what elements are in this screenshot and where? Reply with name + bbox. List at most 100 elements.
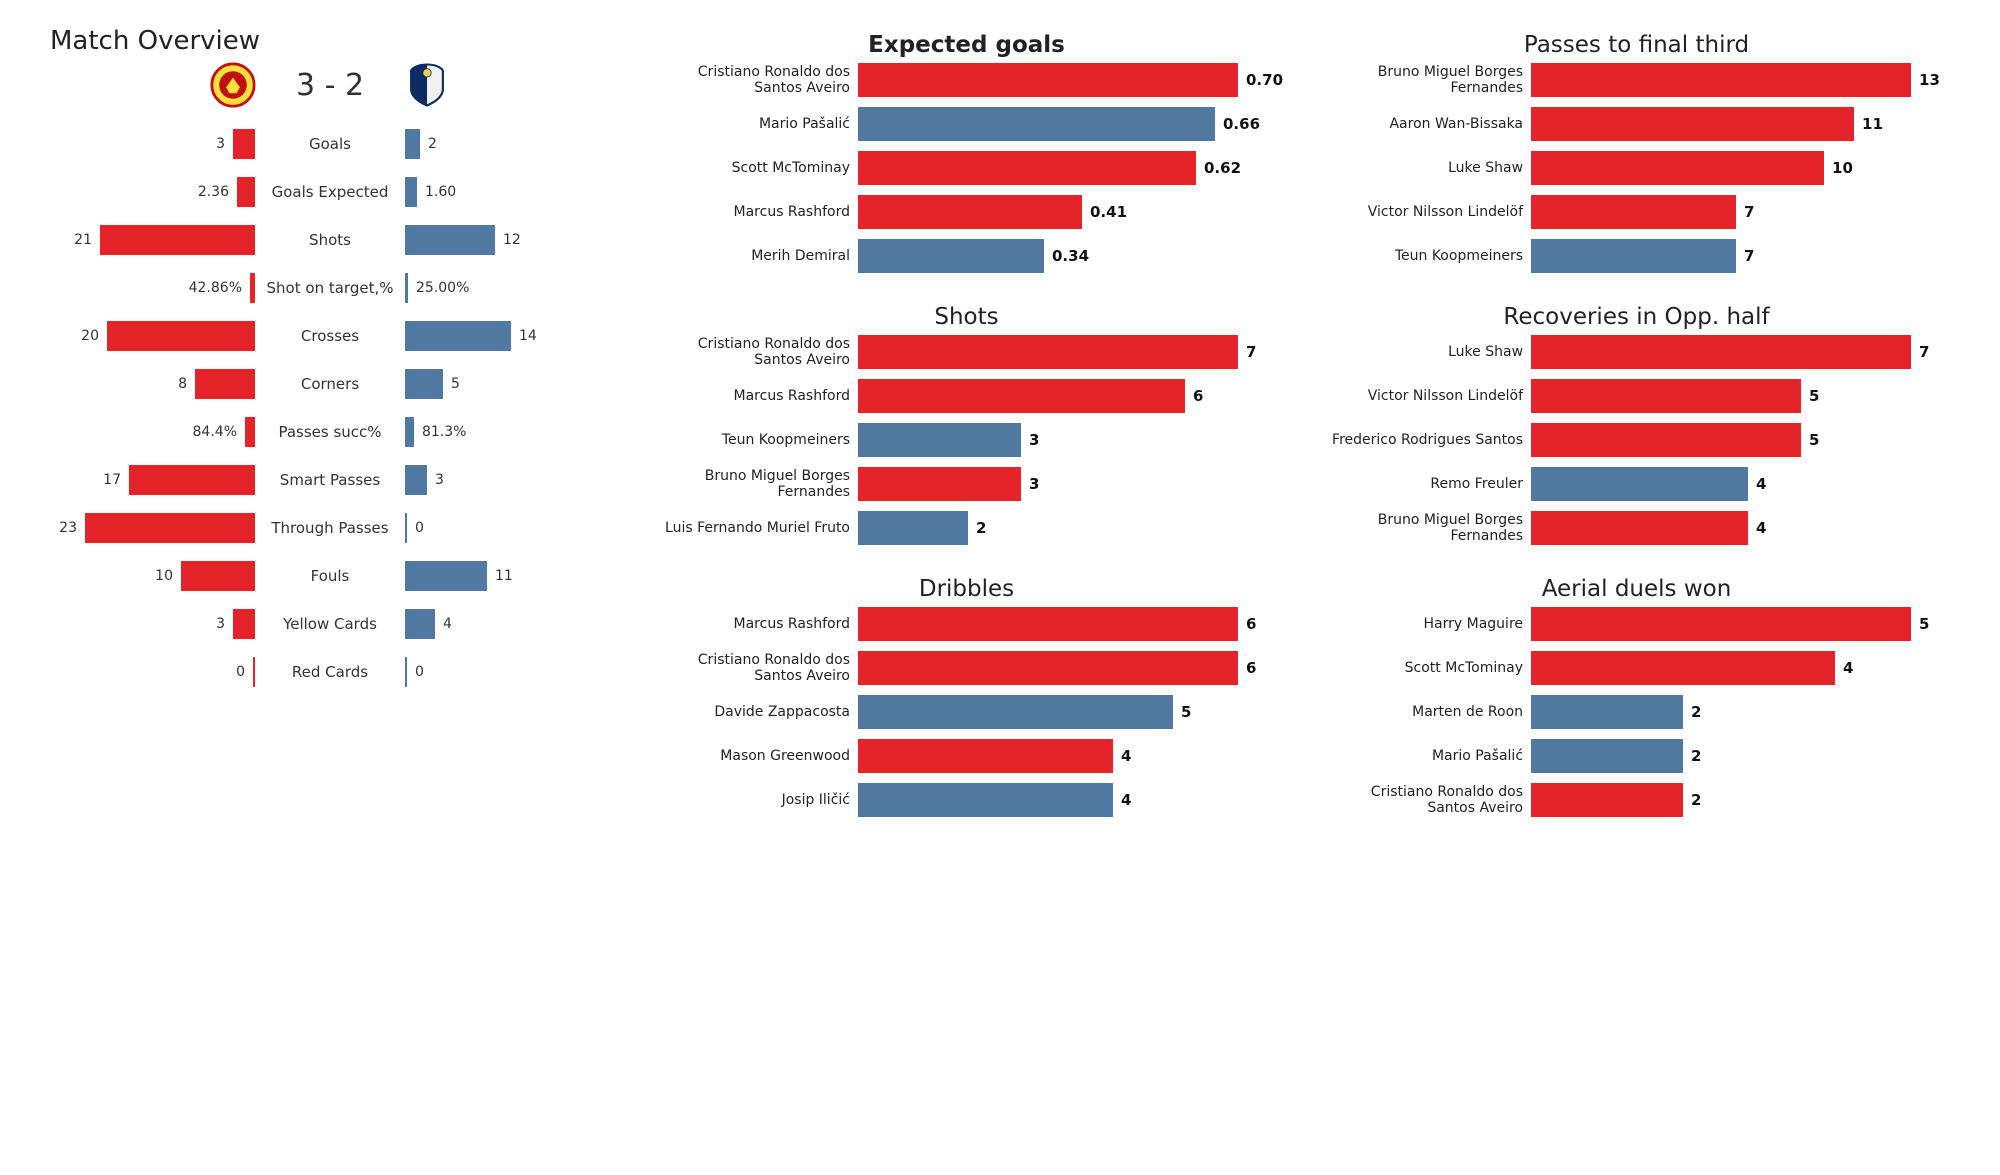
player-row: Mason Greenwood4 <box>650 738 1283 774</box>
player-bar-wrap: 2 <box>1531 782 1950 818</box>
player-value: 0.41 <box>1090 203 1127 221</box>
player-row: Bruno Miguel Borges Fernandes13 <box>1323 62 1950 98</box>
player-value: 4 <box>1756 519 1766 537</box>
player-bar <box>1531 695 1683 729</box>
overview-left-cell: 84.4% <box>50 417 255 447</box>
player-value: 4 <box>1121 791 1131 809</box>
player-value: 2 <box>1691 791 1701 809</box>
overview-right-cell: 4 <box>405 609 610 639</box>
player-row: Marten de Roon2 <box>1323 694 1950 730</box>
overview-left-cell: 10 <box>50 561 255 591</box>
player-bar-wrap: 6 <box>858 606 1283 642</box>
player-bar <box>858 607 1238 641</box>
overview-stat-label: Shots <box>255 231 405 249</box>
player-row: Cristiano Ronaldo dos Santos Aveiro6 <box>650 650 1283 686</box>
overview-value-b: 81.3% <box>422 424 466 440</box>
overview-left-cell: 17 <box>50 465 255 495</box>
player-row: Mario Pašalić2 <box>1323 738 1950 774</box>
overview-row: 10Fouls11 <box>50 552 610 600</box>
overview-bar-a <box>181 561 255 591</box>
overview-rows: 3Goals22.36Goals Expected1.6021Shots1242… <box>50 120 610 696</box>
overview-bar-b <box>405 417 414 447</box>
overview-bar-a <box>237 177 255 207</box>
overview-value-a: 23 <box>53 520 77 536</box>
player-name: Aaron Wan-Bissaka <box>1323 116 1523 132</box>
overview-row: 3Goals2 <box>50 120 610 168</box>
player-value: 6 <box>1246 615 1256 633</box>
overview-stat-label: Crosses <box>255 327 405 345</box>
player-value: 2 <box>1691 747 1701 765</box>
overview-row: 8Corners5 <box>50 360 610 408</box>
player-name: Mario Pašalić <box>650 116 850 132</box>
player-value: 3 <box>1029 475 1039 493</box>
overview-right-cell: 14 <box>405 321 610 351</box>
player-value: 2 <box>976 519 986 537</box>
panels-column-2: Passes to final thirdBruno Miguel Borges… <box>1323 26 1950 1149</box>
player-value: 5 <box>1919 615 1929 633</box>
player-value: 0.70 <box>1246 71 1283 89</box>
stat-panel: Passes to final thirdBruno Miguel Borges… <box>1323 26 1950 282</box>
team-b-crest-icon <box>404 62 450 108</box>
player-name: Cristiano Ronaldo dos Santos Aveiro <box>1323 784 1523 816</box>
stat-panel: Expected goalsCristiano Ronaldo dos Sant… <box>650 26 1283 282</box>
player-bar-wrap: 4 <box>858 738 1283 774</box>
player-bar <box>1531 151 1824 185</box>
player-row: Mario Pašalić0.66 <box>650 106 1283 142</box>
overview-left-cell: 0 <box>50 657 255 687</box>
player-row: Remo Freuler4 <box>1323 466 1950 502</box>
overview-row: 21Shots12 <box>50 216 610 264</box>
player-row: Marcus Rashford6 <box>650 378 1283 414</box>
player-name: Scott McTominay <box>650 160 850 176</box>
player-bar-wrap: 4 <box>1531 510 1950 546</box>
player-bar <box>1531 651 1835 685</box>
player-bar-wrap: 5 <box>1531 606 1950 642</box>
player-name: Teun Koopmeiners <box>650 432 850 448</box>
player-name: Remo Freuler <box>1323 476 1523 492</box>
player-bar-wrap: 4 <box>1531 650 1950 686</box>
player-bar <box>1531 511 1748 545</box>
player-bar-wrap: 2 <box>1531 738 1950 774</box>
player-value: 3 <box>1029 431 1039 449</box>
player-bar-wrap: 6 <box>858 650 1283 686</box>
player-value: 7 <box>1246 343 1256 361</box>
player-bar <box>1531 607 1911 641</box>
player-row: Cristiano Ronaldo dos Santos Aveiro7 <box>650 334 1283 370</box>
overview-right-cell: 3 <box>405 465 610 495</box>
player-name: Frederico Rodrigues Santos <box>1323 432 1523 448</box>
player-bar-wrap: 7 <box>1531 334 1950 370</box>
overview-title: Match Overview <box>50 26 610 56</box>
player-bar <box>858 511 968 545</box>
player-bar-wrap: 7 <box>1531 194 1950 230</box>
player-name: Luke Shaw <box>1323 344 1523 360</box>
player-bar-wrap: 3 <box>858 422 1283 458</box>
player-bar-wrap: 6 <box>858 378 1283 414</box>
layout-grid: Match Overview 3 - 2 3Goals22.36Goals Ex… <box>50 26 1950 1149</box>
player-name: Marcus Rashford <box>650 616 850 632</box>
overview-value-b: 11 <box>495 568 519 584</box>
overview-left-cell: 3 <box>50 129 255 159</box>
player-name: Bruno Miguel Borges Fernandes <box>1323 64 1523 96</box>
overview-right-cell: 25.00% <box>405 273 610 303</box>
player-row: Josip Iličić4 <box>650 782 1283 818</box>
player-name: Luis Fernando Muriel Fruto <box>650 520 850 536</box>
player-bar-wrap: 5 <box>1531 378 1950 414</box>
player-bar <box>858 467 1021 501</box>
player-value: 7 <box>1744 247 1754 265</box>
player-bar <box>858 151 1196 185</box>
overview-value-b: 1.60 <box>425 184 456 200</box>
player-bar-wrap: 0.34 <box>858 238 1283 274</box>
overview-bar-a <box>100 225 255 255</box>
overview-value-a: 17 <box>97 472 121 488</box>
overview-value-a: 8 <box>163 376 187 392</box>
overview-bar-b <box>405 177 417 207</box>
player-name: Merih Demiral <box>650 248 850 264</box>
stat-panel: ShotsCristiano Ronaldo dos Santos Aveiro… <box>650 298 1283 554</box>
overview-value-b: 2 <box>428 136 452 152</box>
overview-bar-b <box>405 561 487 591</box>
player-bar <box>1531 335 1911 369</box>
panel-title: Recoveries in Opp. half <box>1323 304 1950 330</box>
overview-value-a: 20 <box>75 328 99 344</box>
player-value: 2 <box>1691 703 1701 721</box>
overview-stat-label: Yellow Cards <box>255 615 405 633</box>
overview-bar-b <box>405 609 435 639</box>
